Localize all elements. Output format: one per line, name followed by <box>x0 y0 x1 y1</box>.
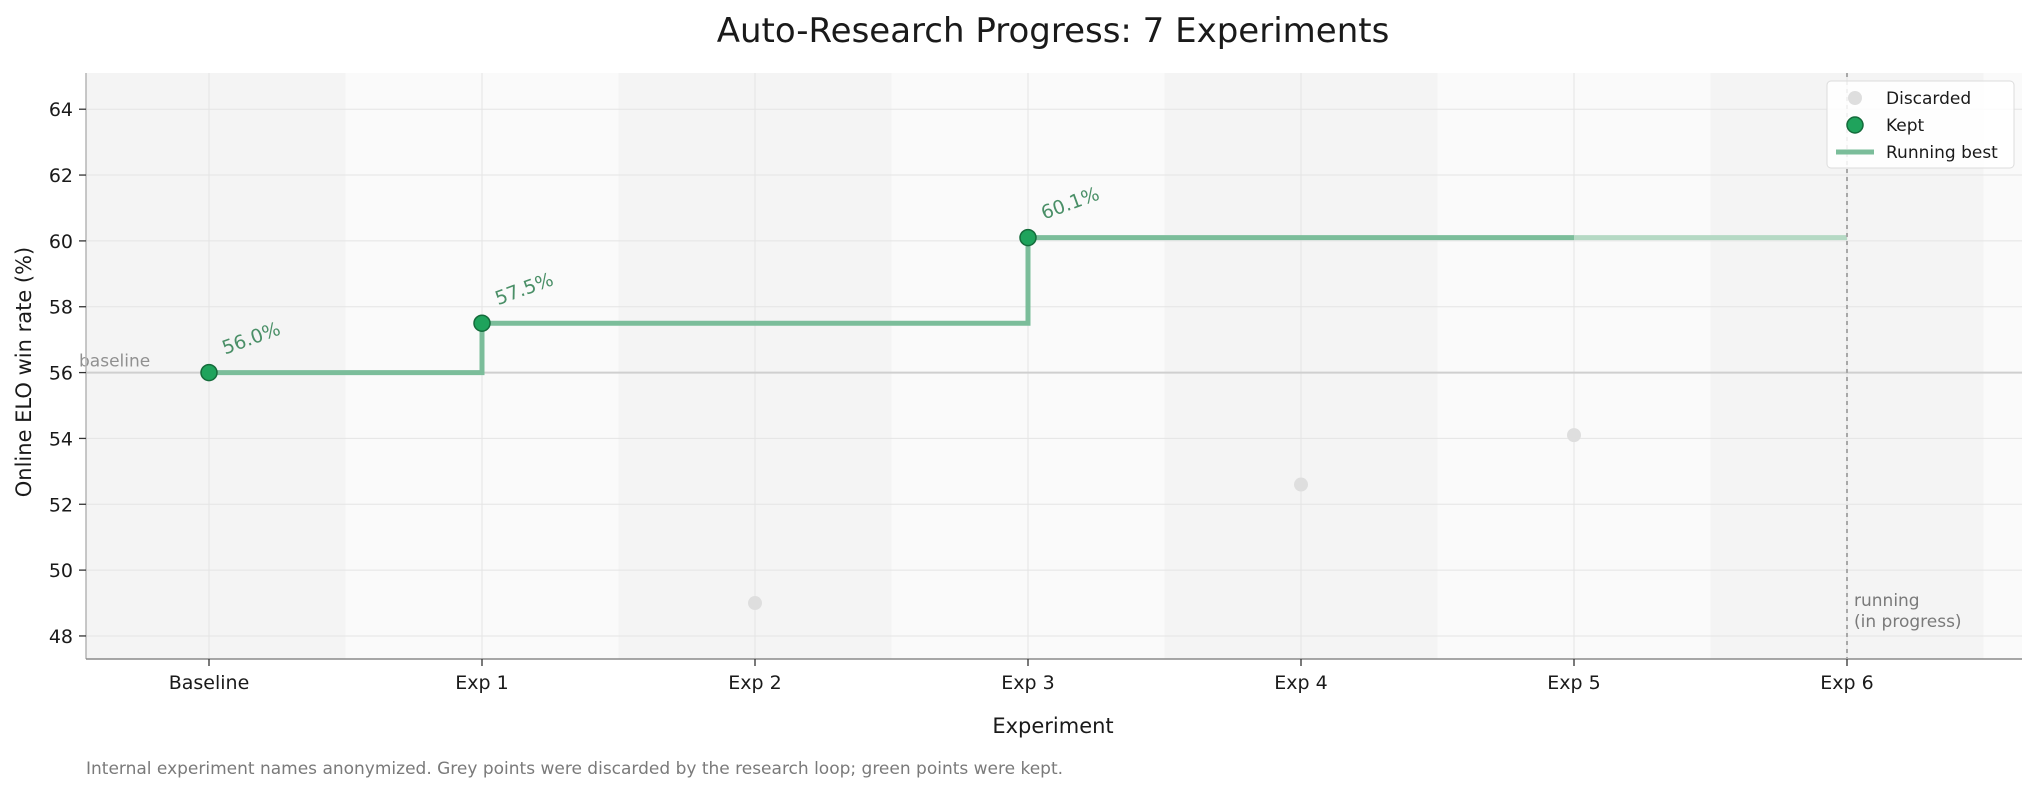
footnote: Internal experiment names anonymized. Gr… <box>86 759 1063 779</box>
kept-point-0 <box>200 363 218 382</box>
kept-point-1 <box>473 314 491 332</box>
running-best-series <box>209 235 1847 376</box>
y-axis-label: Online ELO win rate (%) <box>12 247 36 498</box>
y-tick-label-48: 48 <box>49 626 73 648</box>
x-tick-label-4: Exp 4 <box>1274 672 1327 694</box>
background-bands <box>86 73 2022 659</box>
x-tick-label-1: Exp 1 <box>455 672 508 694</box>
x-tick-label-2: Exp 2 <box>728 672 781 694</box>
in-progress-label: running <box>1854 591 1920 611</box>
discarded-point-4 <box>1294 477 1308 492</box>
legend-discarded-marker <box>1848 91 1862 105</box>
y-tick-label-62: 62 <box>49 165 73 187</box>
x-tick-label-3: Exp 3 <box>1001 672 1054 694</box>
data-points <box>200 228 1581 611</box>
band-0 <box>86 73 346 659</box>
in-progress-marker: running(in progress) <box>1846 73 1962 659</box>
x-tick-label-0: Baseline <box>169 672 250 694</box>
legend-label-discarded: Discarded <box>1886 89 1971 109</box>
running-best-line <box>209 235 1574 376</box>
x-tick-label-5: Exp 5 <box>1547 672 1600 694</box>
band-end <box>1983 73 2022 659</box>
legend: Discarded Kept Running best <box>1826 80 2015 169</box>
discarded-point-5 <box>1567 428 1581 443</box>
y-tick-label-54: 54 <box>49 428 73 450</box>
y-tick-label-64: 64 <box>49 99 73 121</box>
chart-title: Auto-Research Progress: 7 Experiments <box>717 11 1390 51</box>
y-tick-label-52: 52 <box>49 494 73 516</box>
discarded-point-2 <box>748 596 762 611</box>
y-tick-label-56: 56 <box>49 363 73 385</box>
baseline-label: baseline <box>79 352 150 372</box>
legend-kept-marker <box>1846 116 1864 134</box>
y-tick-label-58: 58 <box>49 297 73 319</box>
in-progress-sublabel: (in progress) <box>1854 612 1962 632</box>
legend-label-kept: Kept <box>1886 116 1925 136</box>
legend-box <box>1826 80 2015 169</box>
x-axis-label: Experiment <box>992 714 1113 738</box>
y-tick-label-50: 50 <box>49 560 73 582</box>
x-tick-label-6: Exp 6 <box>1820 672 1873 694</box>
kept-point-3 <box>1019 228 1037 247</box>
legend-label-running: Running best <box>1886 143 1998 163</box>
axes: 48 50 52 54 56 58 60 62 64 Baseline Exp 1 Exp 2 Exp … <box>49 73 2022 694</box>
y-tick-label-60: 60 <box>49 231 73 253</box>
